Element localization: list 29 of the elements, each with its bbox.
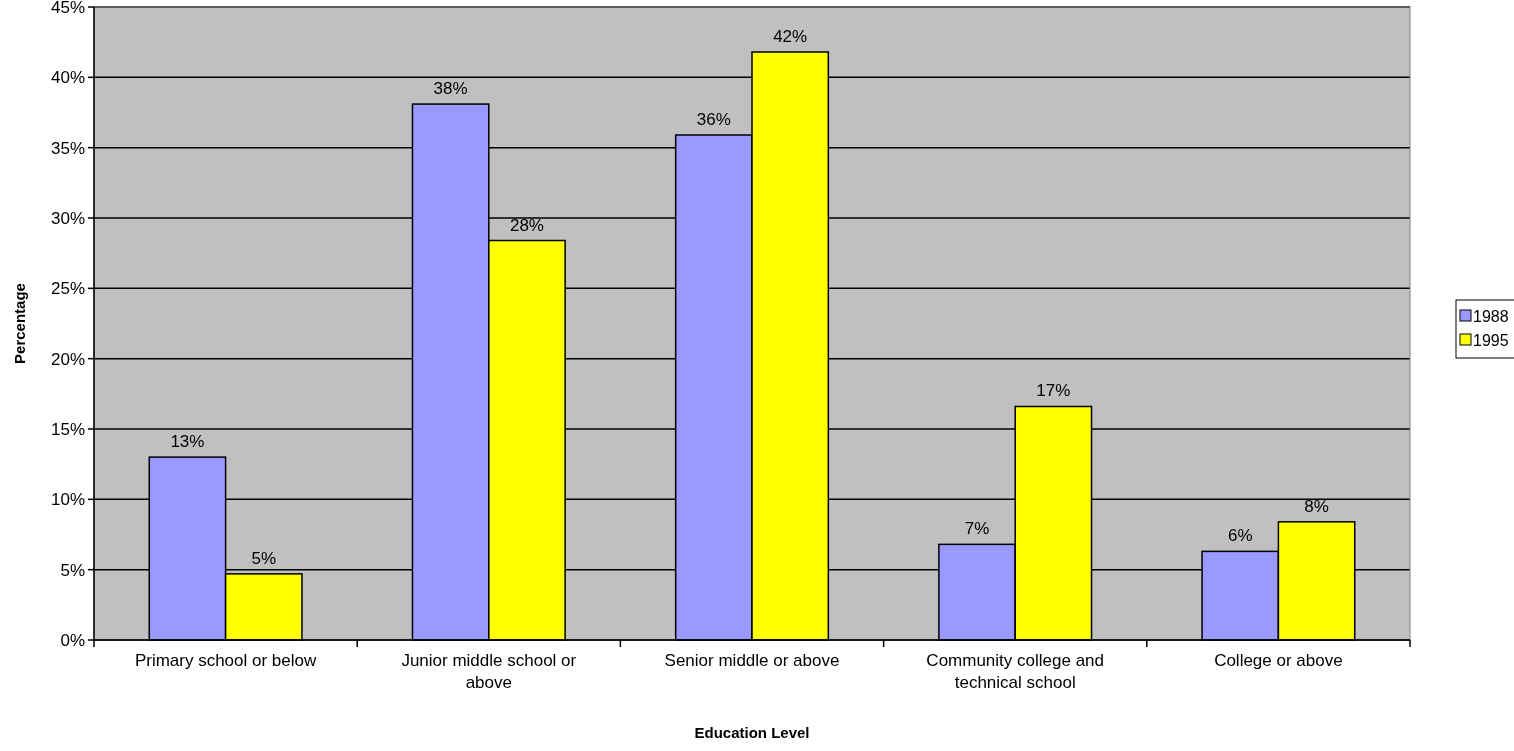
y-tick-label: 20% — [50, 349, 85, 369]
data-label: 6% — [1227, 526, 1253, 546]
data-label: 42% — [773, 27, 808, 47]
x-axis-title: Education Level — [694, 724, 810, 741]
y-tick-label: 35% — [50, 138, 85, 158]
x-tick-label: Senior middle or above — [664, 651, 840, 670]
legend-label: 1988 — [1473, 307, 1509, 325]
data-label: 8% — [1304, 496, 1329, 516]
y-axis-title: Percentage — [11, 283, 28, 364]
data-label: 7% — [964, 519, 990, 539]
data-label: 5% — [251, 548, 277, 568]
y-tick-label: 10% — [50, 490, 85, 510]
y-tick-label: 5% — [60, 560, 85, 580]
y-tick-label: 40% — [50, 68, 85, 88]
x-tick-label: Primary school or below — [134, 651, 318, 670]
data-label: 13% — [170, 432, 205, 452]
data-label: 36% — [696, 110, 731, 130]
data-label: 28% — [509, 215, 544, 235]
y-tick-label: 0% — [60, 630, 85, 650]
data-label: 38% — [433, 79, 468, 99]
data-label: 17% — [1036, 381, 1071, 401]
legend-label: 1995 — [1473, 331, 1509, 349]
y-tick-label: 15% — [50, 419, 85, 439]
y-tick-label: 30% — [50, 208, 85, 228]
x-tick-label: Community college and technical school — [926, 651, 1105, 692]
x-tick-label: College or above — [1214, 651, 1343, 670]
x-tick-label: Junior middle school or above — [401, 651, 577, 692]
y-tick-label: 25% — [50, 279, 85, 299]
y-tick-label: 45% — [50, 0, 85, 17]
